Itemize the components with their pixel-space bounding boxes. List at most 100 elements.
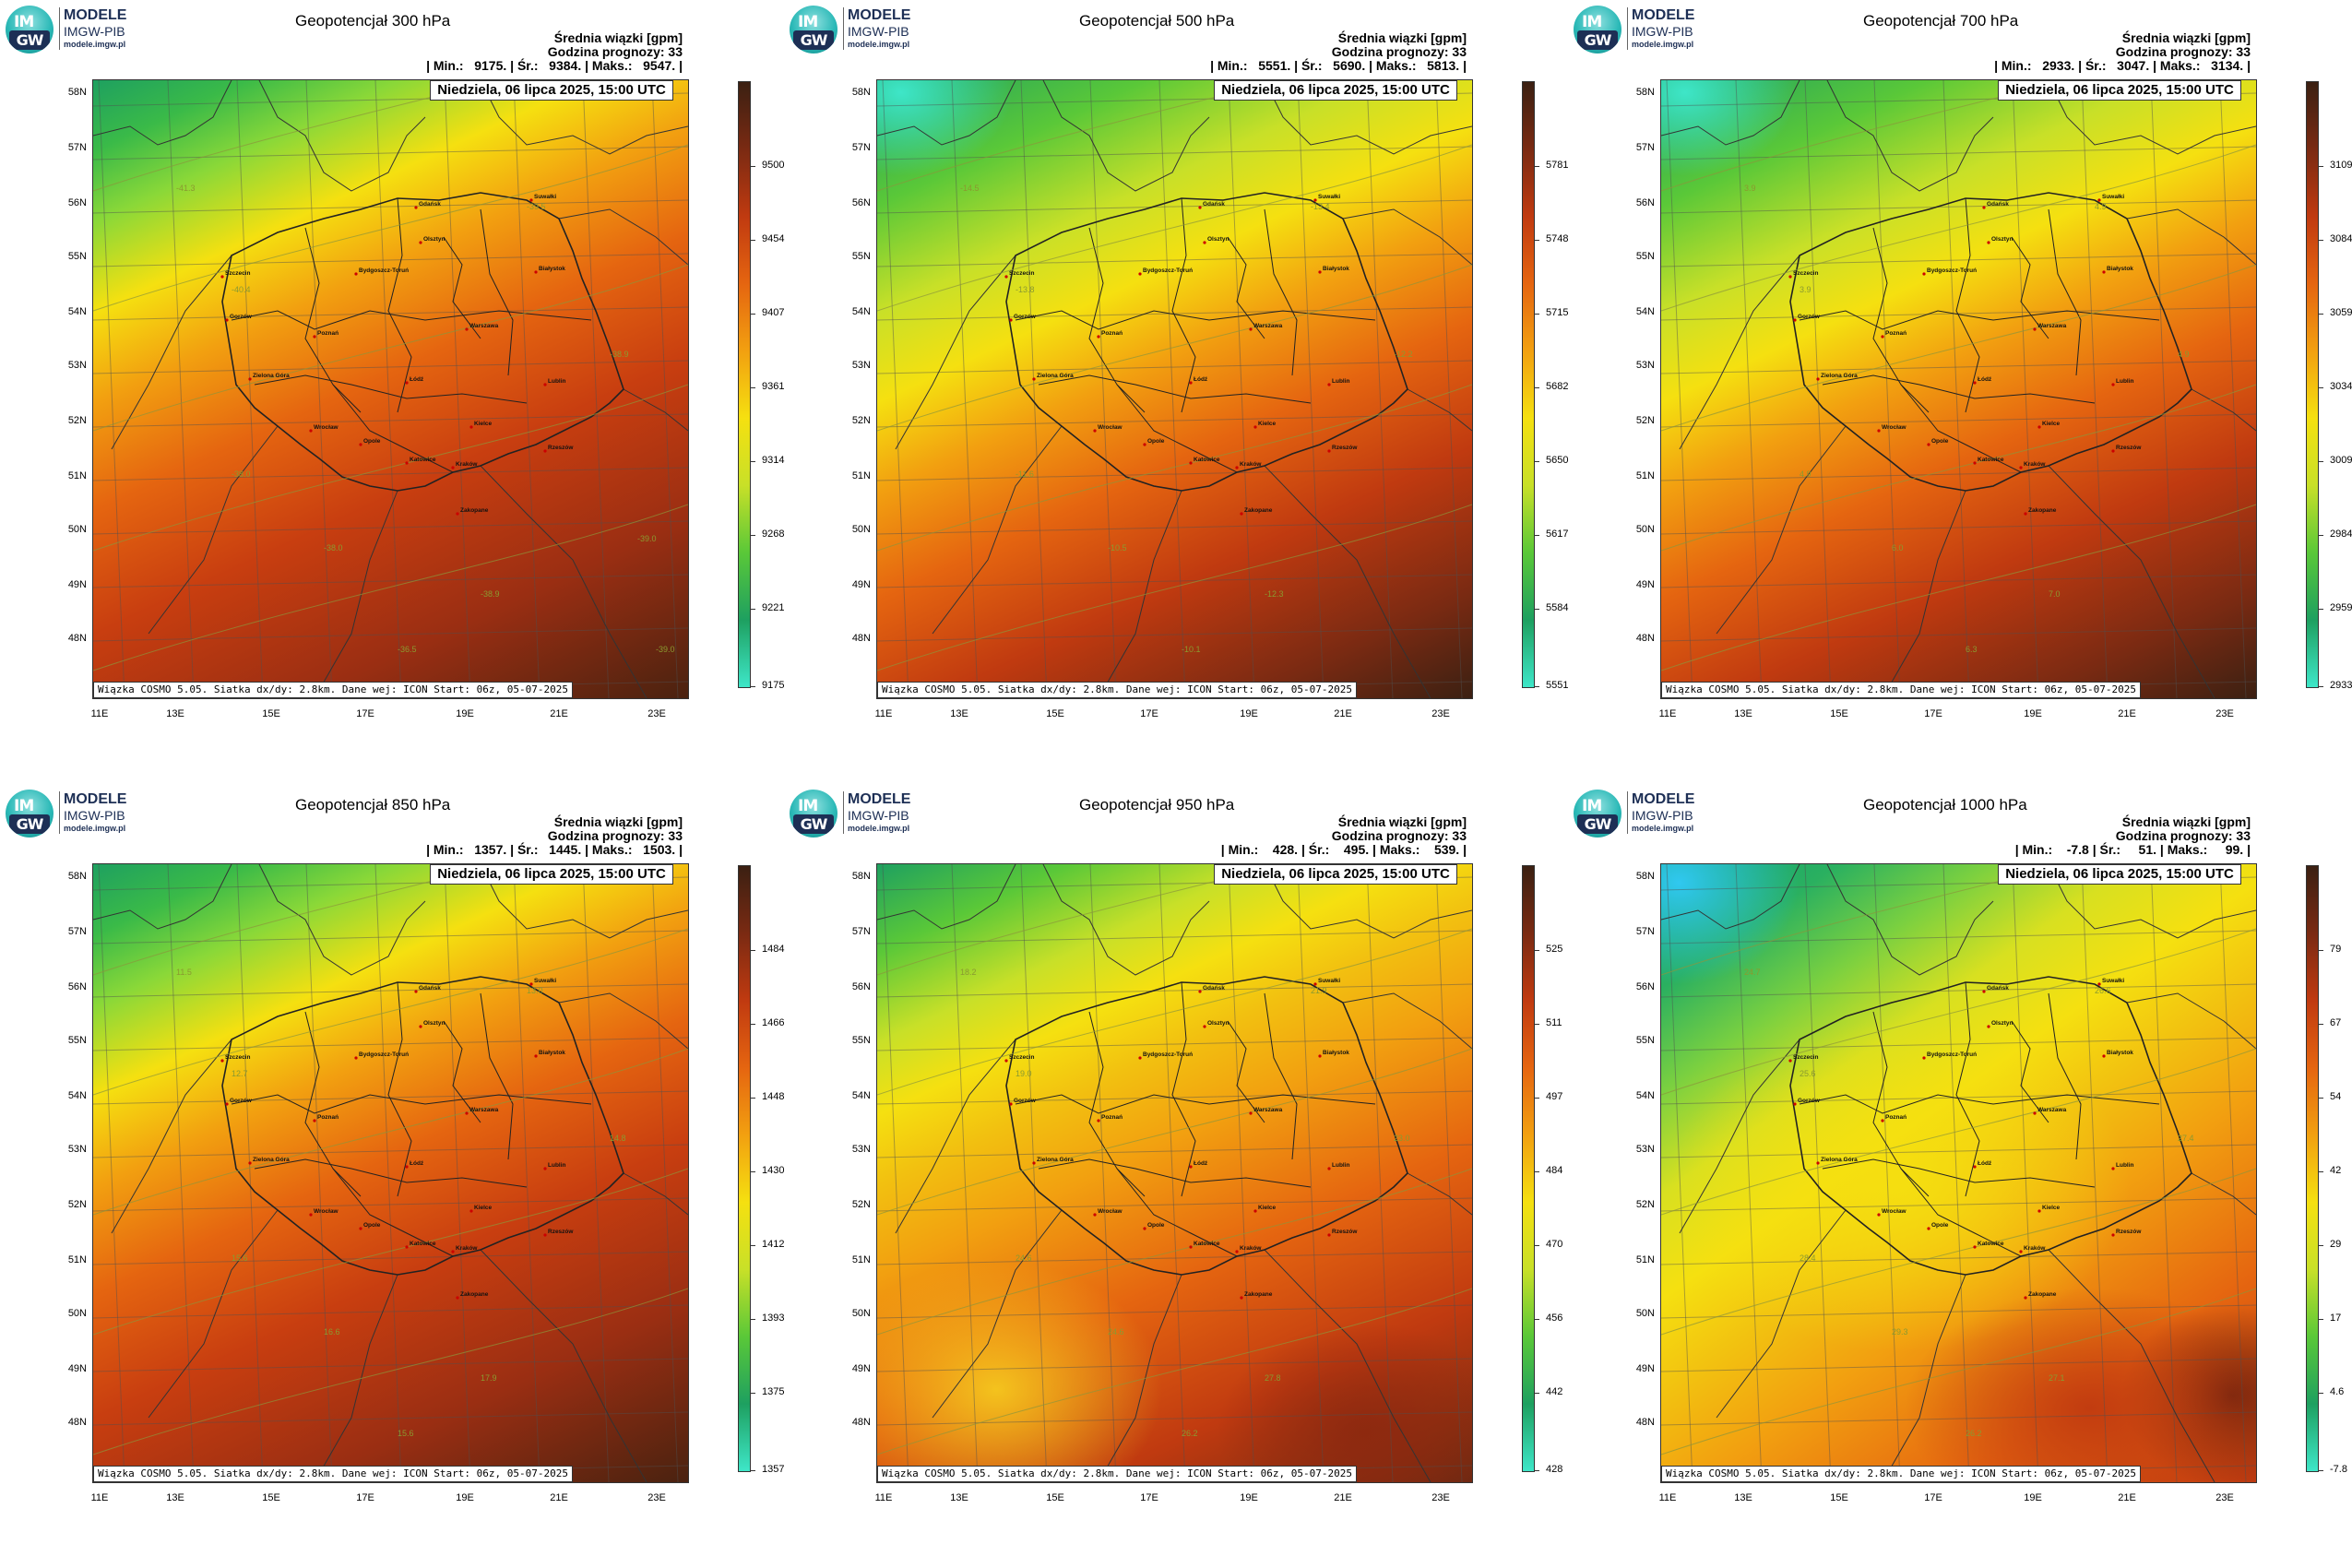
colorbar-tick-mark [2318, 240, 2323, 241]
city-marker [1877, 1213, 1881, 1217]
city-label: Lublin [1332, 378, 1350, 385]
coastline [93, 80, 688, 192]
city-label: Gorzów [1798, 314, 1821, 320]
latitude-label: 54N [67, 306, 87, 317]
contour-label: 4.9 [2095, 202, 2107, 211]
city-marker [465, 1111, 469, 1115]
colorbar-tick-label: 1466 [762, 1017, 785, 1028]
imgw-logo-mark: IM GW [1574, 790, 1621, 837]
colorbar-tick-label: 2959 [2330, 602, 2352, 613]
logo-subtitle: IMGW-PIB [64, 24, 125, 39]
longitude-label: 23E [2215, 1492, 2234, 1503]
city-label: Bydgoszcz-Toruń [1927, 1051, 1977, 1058]
city-label: Zielona Góra [1821, 373, 1858, 379]
forecast-hour: Godzina prognozy: 33 [1331, 44, 1467, 59]
imgw-logo: IM GW MODELE IMGW-PIB modele.imgw.pl [790, 790, 974, 845]
city-marker [2019, 466, 2023, 469]
city-label: Olsztyn [423, 236, 445, 243]
city-marker [456, 1296, 459, 1300]
stats-line: | Min.: 2933. | Śr.: 3047. | Maks.: 3134… [1994, 58, 2251, 73]
city-marker [1138, 1056, 1142, 1060]
city-marker [543, 449, 547, 453]
panel-title: Geopotencjał 700 hPa [1863, 12, 2019, 30]
latitude-gridline [877, 146, 1472, 160]
city-label: Gorzów [230, 1098, 253, 1104]
logo-url: modele.imgw.pl [1632, 824, 1694, 833]
longitude-gridline [1666, 80, 1693, 698]
colorbar-tick-mark [1534, 166, 1539, 167]
latitude-label: 53N [851, 1144, 871, 1155]
map-overlay: Gdańsk Suwałki Szczecin Olsztyn Bydgoszcz-To… [877, 864, 1472, 1482]
country-borders [111, 208, 688, 698]
voivodeship-border [1088, 227, 1146, 413]
longitude-label: 23E [1431, 1492, 1450, 1503]
latitude-label: 48N [851, 633, 871, 644]
contour-line [877, 1288, 1472, 1455]
contour-line [93, 928, 688, 1096]
geopotential-field [1661, 80, 2256, 698]
latitude-gridline [93, 1037, 688, 1051]
contour-line [93, 1048, 688, 1216]
city-marker [1093, 429, 1097, 433]
logo-title: MODELE [848, 791, 911, 807]
latitude-label: 54N [1635, 1090, 1655, 1101]
contour-label: 27.4 [2178, 1134, 2194, 1143]
latitude-label: 53N [67, 1144, 87, 1155]
latitude-label: 55N [67, 251, 87, 262]
city-marker [1318, 1054, 1322, 1058]
city-marker [1982, 990, 1986, 993]
longitude-gridline [2012, 80, 2039, 698]
contour-label: 7.0 [2049, 589, 2061, 599]
logo-mark-bottom: GW [1577, 814, 1618, 834]
colorbar-tick-label: 5551 [1546, 680, 1569, 691]
city-marker [354, 1056, 358, 1060]
city-label: Kraków [2024, 461, 2046, 468]
logo-mark-top: IM [1582, 797, 1602, 815]
colorbar-tick-label: 9454 [762, 233, 785, 244]
city-marker [1189, 461, 1193, 465]
longitude-gridline [1158, 864, 1186, 1482]
colorbar-tick-mark [1534, 1098, 1539, 1099]
colorbar-tick-label: 428 [1546, 1464, 1563, 1475]
colorbar-tick-mark [2318, 1319, 2323, 1320]
city-label: Zielona Góra [1821, 1157, 1858, 1163]
city-label: Olsztyn [1207, 1020, 1229, 1027]
contour-label: -12.3 [1265, 589, 1284, 599]
contour-line [877, 1048, 1472, 1216]
contour-label: 18.2 [960, 968, 977, 977]
latitude-label: 56N [851, 197, 871, 208]
colorbar-tick-label: 5715 [1546, 307, 1569, 318]
colorbar-tick-label: 3109 [2330, 160, 2352, 171]
contour-line [93, 1288, 688, 1455]
latitude-gridline [1661, 1304, 2256, 1319]
city-marker [1009, 318, 1013, 322]
latitude-gridline [1661, 199, 2256, 214]
map-overlay: Gdańsk Suwałki Szczecin Olsztyn Bydgoszcz-To… [877, 80, 1472, 698]
latitude-label: 53N [1635, 1144, 1655, 1155]
longitude-gridline [305, 864, 333, 1482]
longitude-label: 15E [1046, 1492, 1064, 1503]
colorbar-tick-mark [2318, 950, 2323, 951]
longitude-gridline [2081, 80, 2108, 698]
city-marker [2111, 1233, 2115, 1237]
voivodeship-border [304, 227, 362, 413]
city-label: Rzeszów [1332, 1229, 1358, 1235]
country-borders [111, 992, 688, 1482]
city-label: Zielona Góra [253, 373, 290, 379]
stats-line: | Min.: 428. | Śr.: 495. | Maks.: 539. | [1220, 842, 1467, 857]
latitude-gridline [877, 627, 1472, 642]
longitude-label: 21E [1334, 708, 1352, 719]
city-label: Kraków [456, 1245, 478, 1252]
model-info-footer: Wiązka COSMO 5.05. Siatka dx/dy: 2.8km. … [1661, 1466, 2141, 1482]
city-label: Gorzów [1798, 1098, 1821, 1104]
latitude-gridline [877, 467, 1472, 481]
longitude-gridline [951, 864, 979, 1482]
city-label: Zakopane [1244, 507, 1273, 514]
stats-line: | Min.: -7.8 | Śr.: 51. | Maks.: 99. | [2014, 842, 2251, 857]
city-label: Białystok [1323, 1050, 1349, 1056]
colorbar-tick-label: 5748 [1546, 233, 1569, 244]
latitude-label: 52N [851, 1199, 871, 1210]
contour-label: -12.2 [1394, 350, 1413, 359]
contour-line [93, 504, 688, 671]
colorbar-tick-mark [750, 1024, 755, 1025]
